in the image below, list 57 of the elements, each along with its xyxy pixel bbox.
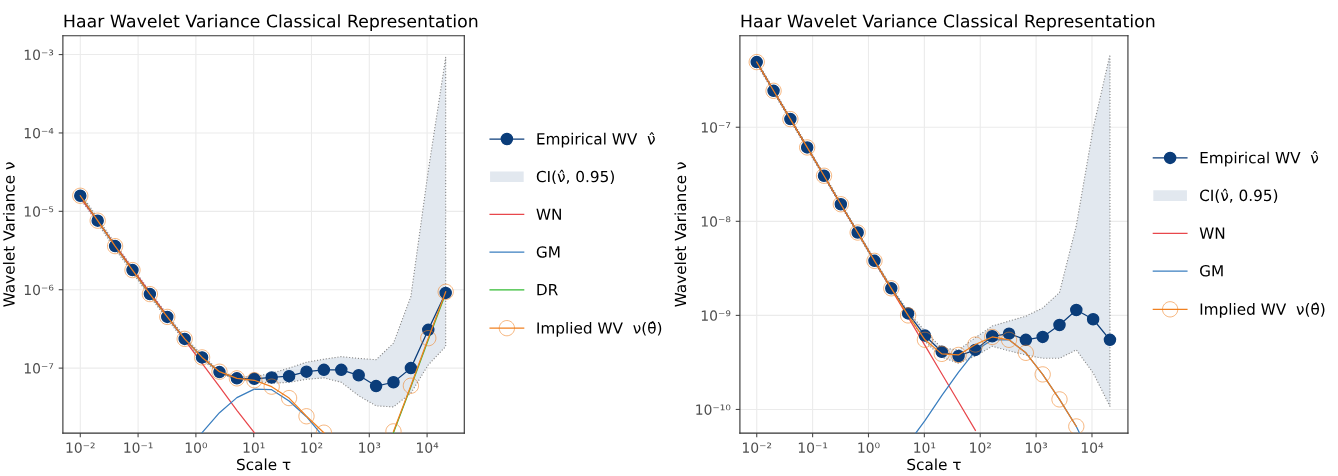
legend-label: GM (1200, 265, 1223, 277)
legend-label: WN (1199, 227, 1225, 239)
y-tick-label: 10⁻⁹ (701, 310, 731, 321)
x-tick-label: 10¹ (914, 442, 936, 453)
legend-label: WN (536, 208, 561, 220)
y-tick-label: 10⁻³ (24, 49, 54, 61)
point (1070, 303, 1083, 317)
y-tick-label: 10⁻¹⁰ (696, 404, 731, 415)
point (265, 371, 278, 384)
x-tick-label: 10³ (359, 442, 381, 453)
x-tick-label: 10⁰ (185, 442, 208, 453)
point (1103, 333, 1117, 347)
y-tick-label: 10⁻⁶ (24, 284, 54, 296)
point (1002, 327, 1016, 340)
x-tick-label: 10⁻² (66, 442, 95, 453)
y-axis-title: Wavelet Variance ν (674, 162, 687, 307)
point (969, 343, 982, 357)
x-tick-label: 10⁻¹ (798, 442, 828, 453)
point (1053, 318, 1066, 332)
legend-label: Empirical WV ν̂ (537, 132, 655, 148)
y-tick-label: 10⁻⁴ (24, 127, 54, 139)
x-tick-label: 10² (301, 442, 323, 453)
x-tick-label: 10⁰ (858, 442, 880, 453)
text: CI(ν̂, 0.95) (536, 169, 614, 185)
legend-label: Implied WV ν(θ̂) (1200, 302, 1325, 318)
point (352, 369, 365, 382)
point (1019, 333, 1033, 347)
point (404, 361, 418, 375)
point (335, 363, 348, 377)
x-tick-label: 10¹ (243, 442, 265, 453)
x-tick-label: 10⁻² (742, 442, 772, 453)
point (1086, 312, 1100, 326)
x-tick-label: 10⁴ (1081, 442, 1104, 453)
chart-title: Haar Wavelet Variance Classical Representation (64, 14, 478, 31)
x-tick-label: 10⁴ (417, 442, 439, 453)
y-tick-label: 10⁻⁵ (24, 206, 54, 217)
y-axis-title: Wavelet Variance ν (2, 162, 15, 307)
y-tick-label: 10⁻⁷ (701, 122, 731, 133)
text: CI(ν̂, 0.95) (1200, 188, 1278, 203)
point (387, 376, 400, 389)
legend-label: Empirical WV ν̂ (1200, 151, 1319, 167)
point (300, 365, 313, 378)
y-tick-label: 10⁻⁷ (24, 363, 54, 374)
point (317, 363, 331, 377)
x-axis-title: Scale τ (907, 458, 961, 471)
x-tick-label: 10⁻¹ (124, 442, 153, 453)
point (1036, 330, 1049, 344)
legend-label: DR (537, 284, 558, 296)
x-tick-label: 10³ (1026, 442, 1048, 453)
legend-label: GM (536, 246, 560, 258)
point (282, 369, 296, 383)
x-tick-label: 10² (970, 442, 991, 453)
chart-title: Haar Wavelet Variance Classical Representation (741, 14, 1155, 31)
legend-label: Implied WV ν(θ̂) (537, 321, 662, 337)
x-axis-title: Scale τ (237, 458, 291, 471)
point (369, 379, 383, 393)
y-tick-label: 10⁻⁸ (701, 216, 731, 227)
